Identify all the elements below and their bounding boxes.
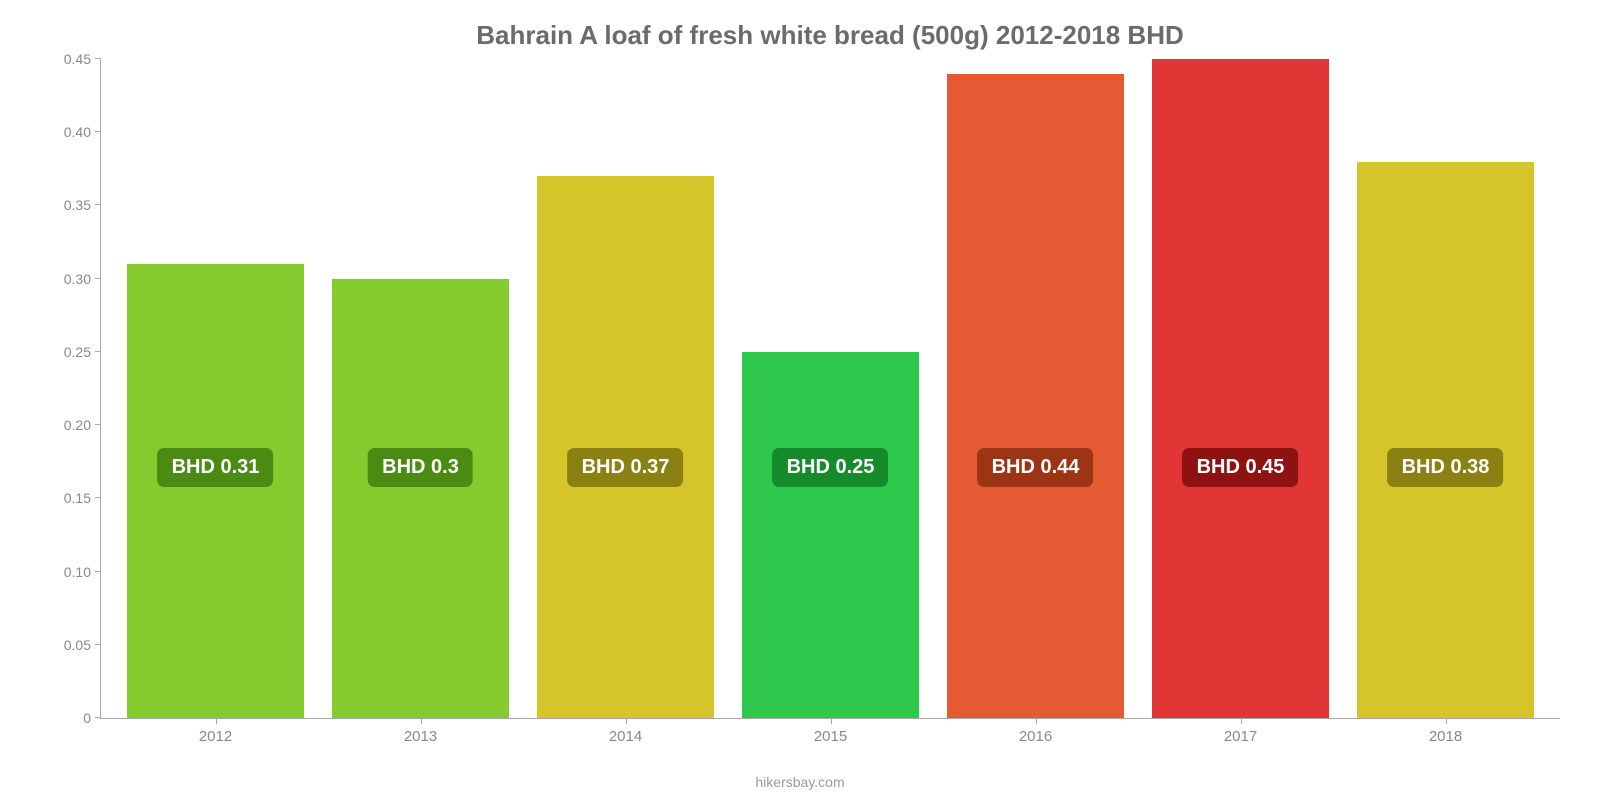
y-tick-label: 0.40 bbox=[41, 124, 91, 140]
y-tick-mark bbox=[95, 204, 101, 205]
bar: BHD 0.3 bbox=[332, 279, 508, 718]
y-tick-mark bbox=[95, 351, 101, 352]
value-badge: BHD 0.25 bbox=[773, 448, 889, 487]
plot-area: BHD 0.312012BHD 0.32013BHD 0.372014BHD 0… bbox=[100, 59, 1560, 719]
bar-slot: BHD 0.372014 bbox=[523, 59, 728, 718]
x-tick-label: 2018 bbox=[1429, 728, 1462, 745]
x-tick-mark bbox=[216, 718, 217, 724]
chart-container: Bahrain A loaf of fresh white bread (500… bbox=[0, 0, 1600, 800]
x-tick-label: 2016 bbox=[1019, 728, 1052, 745]
bar-slot: BHD 0.32013 bbox=[318, 59, 523, 718]
x-tick-mark bbox=[626, 718, 627, 724]
y-tick-label: 0 bbox=[41, 710, 91, 726]
bar-slot: BHD 0.382018 bbox=[1343, 59, 1548, 718]
x-tick-label: 2015 bbox=[814, 728, 847, 745]
bar: BHD 0.38 bbox=[1357, 162, 1533, 718]
bar: BHD 0.31 bbox=[127, 264, 303, 718]
y-tick-mark bbox=[95, 644, 101, 645]
x-tick-label: 2012 bbox=[199, 728, 232, 745]
bar-slot: BHD 0.312012 bbox=[113, 59, 318, 718]
y-tick-mark bbox=[95, 424, 101, 425]
y-tick-label: 0.35 bbox=[41, 197, 91, 213]
x-tick-mark bbox=[1036, 718, 1037, 724]
x-tick-label: 2013 bbox=[404, 728, 437, 745]
x-tick-mark bbox=[831, 718, 832, 724]
bar: BHD 0.45 bbox=[1152, 59, 1328, 718]
y-tick-label: 0.30 bbox=[41, 271, 91, 287]
y-tick-mark bbox=[95, 497, 101, 498]
value-badge: BHD 0.44 bbox=[978, 448, 1094, 487]
bar: BHD 0.44 bbox=[947, 74, 1123, 718]
y-tick-mark bbox=[95, 58, 101, 59]
y-tick-mark bbox=[95, 278, 101, 279]
y-tick-mark bbox=[95, 717, 101, 718]
chart-footer: hikersbay.com bbox=[0, 774, 1600, 790]
y-tick-mark bbox=[95, 571, 101, 572]
bar-slot: BHD 0.252015 bbox=[728, 59, 933, 718]
x-tick-mark bbox=[421, 718, 422, 724]
value-badge: BHD 0.45 bbox=[1183, 448, 1299, 487]
y-tick-label: 0.25 bbox=[41, 344, 91, 360]
bar-slot: BHD 0.452017 bbox=[1138, 59, 1343, 718]
x-tick-label: 2017 bbox=[1224, 728, 1257, 745]
chart-title: Bahrain A loaf of fresh white bread (500… bbox=[100, 20, 1560, 51]
y-tick-label: 0.20 bbox=[41, 417, 91, 433]
x-tick-mark bbox=[1446, 718, 1447, 724]
y-tick-label: 0.45 bbox=[41, 51, 91, 67]
y-tick-mark bbox=[95, 131, 101, 132]
x-tick-label: 2014 bbox=[609, 728, 642, 745]
y-tick-label: 0.15 bbox=[41, 490, 91, 506]
y-tick-label: 0.10 bbox=[41, 564, 91, 580]
value-badge: BHD 0.31 bbox=[158, 448, 274, 487]
bar: BHD 0.25 bbox=[742, 352, 918, 718]
value-badge: BHD 0.37 bbox=[568, 448, 684, 487]
bar-slot: BHD 0.442016 bbox=[933, 59, 1138, 718]
value-badge: BHD 0.3 bbox=[368, 448, 473, 487]
bar: BHD 0.37 bbox=[537, 176, 713, 718]
bars-group: BHD 0.312012BHD 0.32013BHD 0.372014BHD 0… bbox=[101, 59, 1560, 718]
x-tick-mark bbox=[1241, 718, 1242, 724]
y-tick-label: 0.05 bbox=[41, 637, 91, 653]
value-badge: BHD 0.38 bbox=[1388, 448, 1504, 487]
